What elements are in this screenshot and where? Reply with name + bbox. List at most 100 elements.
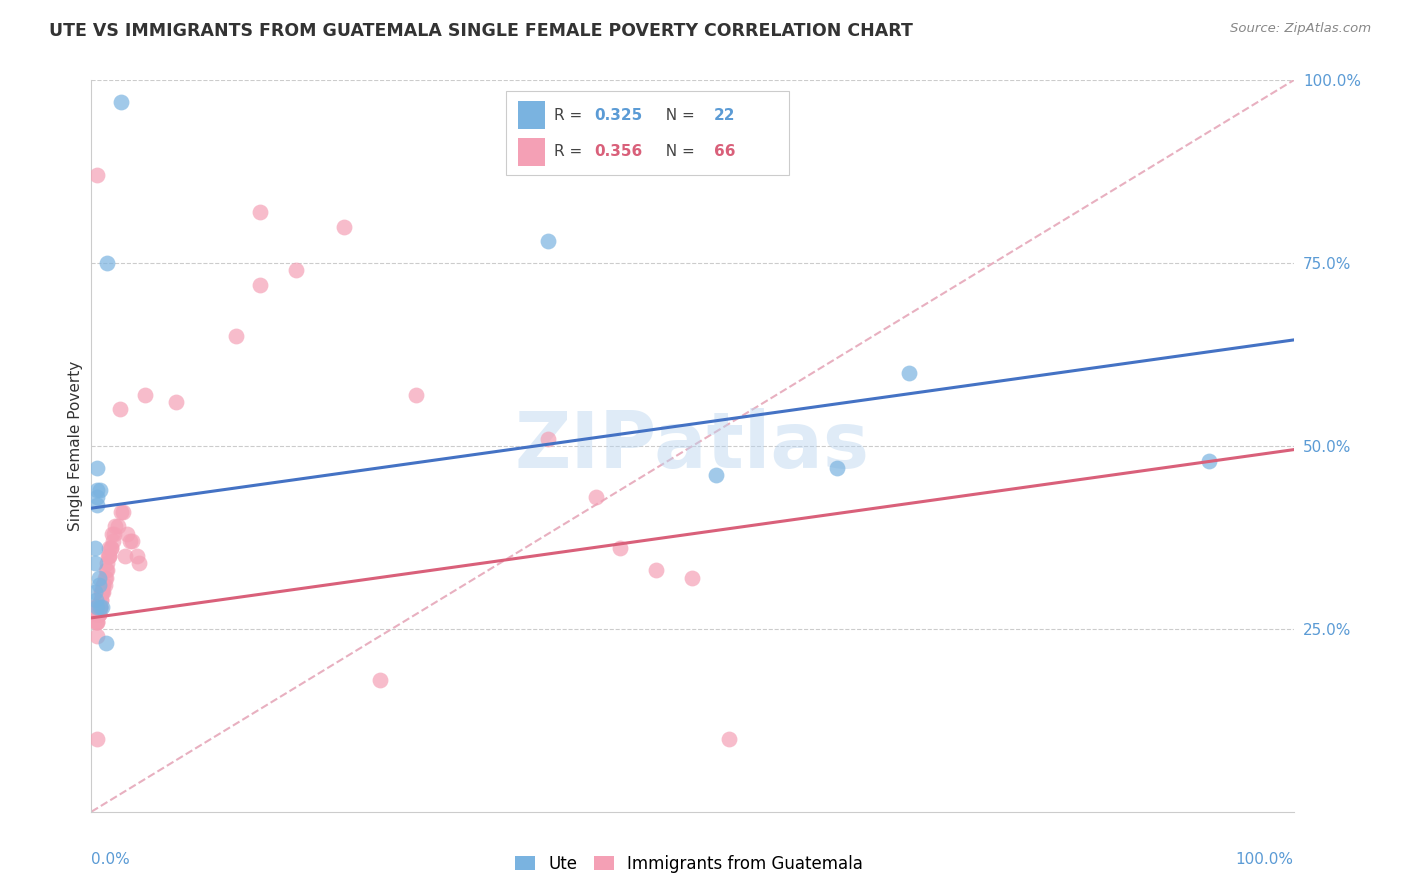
Point (97, 549, 120, 563)
Point (86, 483, 108, 497)
Point (609, 541, 631, 556)
Text: 100.0%: 100.0% (1236, 852, 1294, 867)
Point (89, 599, 111, 614)
Point (84, 607, 107, 622)
Point (91, 599, 114, 614)
Point (87, 607, 110, 622)
Point (86, 615, 108, 629)
Text: UTE VS IMMIGRANTS FROM GUATEMALA SINGLE FEMALE POVERTY CORRELATION CHART: UTE VS IMMIGRANTS FROM GUATEMALA SINGLE … (49, 22, 912, 40)
Text: N =: N = (657, 108, 700, 123)
Point (93, 578, 115, 592)
Point (284, 263, 307, 277)
Point (121, 534, 143, 549)
Point (110, 402, 132, 417)
Point (118, 534, 141, 549)
Point (93, 578, 115, 592)
Point (93, 578, 115, 592)
Point (100, 541, 122, 556)
Point (86, 498, 108, 512)
Point (94, 636, 117, 650)
Point (91, 585, 114, 599)
Point (107, 519, 129, 533)
Point (128, 556, 150, 570)
Point (368, 673, 391, 687)
Point (249, 278, 271, 293)
Point (100, 541, 122, 556)
Text: ZIPatlas: ZIPatlas (515, 408, 870, 484)
Point (706, 468, 728, 483)
Bar (506, 91, 789, 176)
Point (86, 615, 108, 629)
Point (87, 578, 110, 592)
Point (84, 599, 107, 614)
Point (90, 585, 112, 599)
Point (537, 432, 560, 446)
Point (90, 592, 112, 607)
Text: 0.0%: 0.0% (91, 852, 131, 867)
Text: R =: R = (554, 108, 588, 123)
Text: Source: ZipAtlas.com: Source: ZipAtlas.com (1230, 22, 1371, 36)
Point (86, 490, 108, 504)
Point (89, 599, 111, 614)
Point (84, 592, 107, 607)
Point (93, 585, 115, 599)
Point (84, 599, 107, 614)
Bar (519, 138, 544, 166)
Text: 66: 66 (714, 145, 735, 160)
Point (110, 505, 132, 519)
Point (84, 599, 107, 614)
Point (84, 607, 107, 622)
Point (537, 234, 560, 248)
Point (125, 549, 148, 563)
Bar (519, 102, 544, 129)
Point (405, 388, 427, 402)
Point (96, 256, 118, 270)
Point (825, 461, 848, 475)
Point (111, 505, 134, 519)
Point (86, 731, 108, 746)
Point (84, 615, 107, 629)
Point (91, 585, 114, 599)
Point (225, 329, 247, 343)
Point (96, 563, 118, 577)
Point (98, 549, 121, 563)
Point (897, 366, 920, 380)
Text: N =: N = (657, 145, 700, 160)
Point (86, 169, 108, 183)
Point (94, 563, 117, 577)
Point (87, 571, 110, 585)
Point (101, 534, 124, 549)
Point (101, 526, 124, 541)
Point (585, 490, 607, 504)
Text: 0.356: 0.356 (593, 145, 643, 160)
Point (86, 629, 108, 643)
Point (110, 95, 132, 110)
Point (104, 519, 127, 533)
Point (165, 395, 187, 409)
Point (86, 461, 108, 475)
Legend: Ute, Immigrants from Guatemala: Ute, Immigrants from Guatemala (508, 848, 870, 880)
Point (94, 571, 117, 585)
Point (87, 607, 110, 622)
Point (89, 483, 111, 497)
Point (86, 599, 108, 614)
Point (90, 592, 112, 607)
Point (84, 541, 107, 556)
Point (98, 549, 121, 563)
Point (717, 731, 740, 746)
Point (89, 599, 111, 614)
Point (1198, 453, 1220, 467)
Point (103, 526, 125, 541)
Point (93, 571, 115, 585)
Point (645, 563, 668, 577)
Point (249, 205, 271, 219)
Point (87, 607, 110, 622)
Text: R =: R = (554, 145, 588, 160)
Point (96, 556, 118, 570)
Point (98, 541, 121, 556)
Point (84, 585, 107, 599)
Text: 22: 22 (714, 108, 735, 123)
Text: 0.325: 0.325 (593, 108, 643, 123)
Y-axis label: Single Female Poverty: Single Female Poverty (67, 361, 83, 531)
Point (134, 388, 156, 402)
